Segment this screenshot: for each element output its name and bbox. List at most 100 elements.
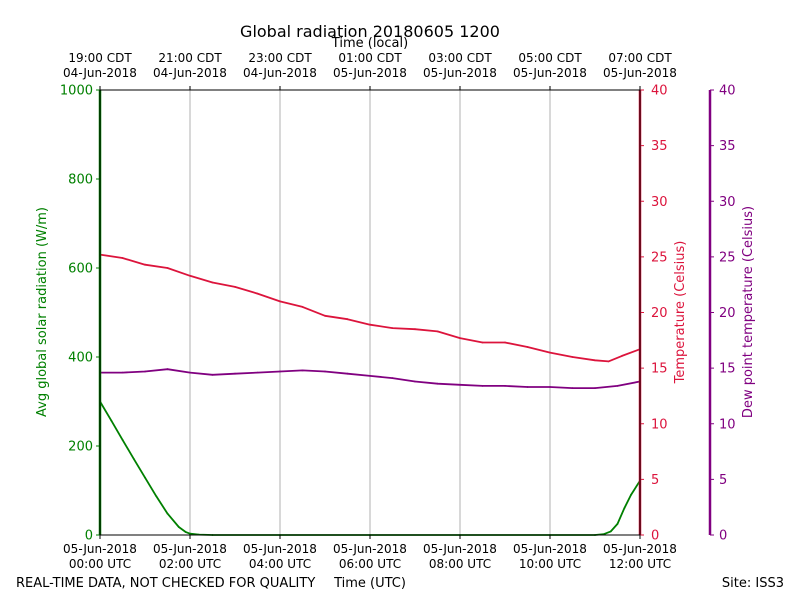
- series-layer: [99, 253, 641, 536]
- top-tick-label-time: 19:00 CDT: [68, 51, 132, 65]
- dewpoint-tick-label: 0: [719, 529, 727, 544]
- top-tick-label-time: 23:00 CDT: [248, 51, 312, 65]
- series-line-temperature: [99, 253, 641, 363]
- data-point-dewpoint: [549, 386, 551, 388]
- data-point-temperature: [414, 328, 416, 331]
- data-point-temperature: [121, 257, 124, 259]
- site-label: Site: ISS3: [722, 576, 784, 591]
- data-point-dewpoint: [459, 383, 461, 386]
- data-point-dewpoint: [256, 371, 259, 374]
- data-point-radiation: [623, 507, 626, 510]
- x-tick-label-time: 12:00 UTC: [609, 557, 671, 571]
- data-point-dewpoint: [346, 372, 349, 375]
- x-tick-label-time: 04:00 UTC: [249, 557, 311, 571]
- data-point-dewpoint: [436, 382, 439, 385]
- dewpoint-tick-label: 10: [719, 417, 736, 432]
- data-point-dewpoint: [189, 371, 191, 374]
- radiation-tick-label: 600: [68, 262, 93, 277]
- x-tick-label-date: 05-Jun-2018: [243, 542, 317, 556]
- data-point-temperature: [166, 267, 169, 269]
- top-tick-label-time: 03:00 CDT: [428, 51, 492, 65]
- data-point-temperature: [211, 281, 214, 284]
- data-point-temperature: [301, 306, 304, 308]
- data-point-dewpoint: [279, 370, 281, 373]
- radiation-tick-label: 0: [85, 529, 93, 544]
- data-point-dewpoint: [211, 373, 214, 376]
- data-point-temperature: [189, 274, 191, 277]
- top-tick-label-time: 21:00 CDT: [158, 51, 222, 65]
- data-point-temperature: [526, 346, 529, 348]
- data-point-dewpoint: [301, 369, 304, 372]
- radiation-tick-label: 200: [68, 440, 93, 455]
- radiation-tick-label: 1000: [60, 84, 93, 99]
- top-tick-label-date: 05-Jun-2018: [423, 66, 497, 80]
- data-point-dewpoint: [369, 375, 371, 377]
- data-point-temperature: [571, 356, 574, 358]
- data-point-temperature: [607, 360, 610, 363]
- x-tick-label-time: 02:00 UTC: [159, 557, 221, 571]
- data-point-temperature: [621, 355, 623, 357]
- x-tick-label-time: 08:00 UTC: [429, 557, 491, 571]
- x-tick-label-time: 06:00 UTC: [339, 557, 401, 571]
- x-axis-label: Time (UTC): [333, 576, 406, 591]
- data-point-dewpoint: [526, 386, 529, 388]
- data-point-dewpoint: [481, 385, 484, 387]
- dewpoint-tick-label: 20: [719, 306, 736, 321]
- data-point-radiation: [616, 523, 619, 525]
- temperature-tick-label: 10: [651, 417, 668, 432]
- data-point-temperature: [324, 314, 326, 317]
- x-tick-label-date: 05-Jun-2018: [153, 542, 227, 556]
- gridlines: [189, 90, 551, 535]
- data-point-dewpoint: [616, 385, 619, 387]
- data-point-dewpoint: [144, 370, 146, 373]
- top-tick-label-date: 05-Jun-2018: [333, 66, 407, 80]
- temperature-tick-label: 25: [651, 250, 668, 265]
- quality-notice: REAL-TIME DATA, NOT CHECKED FOR QUALITY: [16, 576, 315, 591]
- x-tick-label-date: 05-Jun-2018: [423, 542, 497, 556]
- top-tick-label-date: 04-Jun-2018: [153, 66, 227, 80]
- x-tick-label-date: 05-Jun-2018: [333, 542, 407, 556]
- data-point-radiation: [609, 530, 612, 533]
- dewpoint-tick-label: 30: [719, 195, 736, 210]
- plot-frame: [99, 89, 641, 536]
- data-point-temperature: [279, 300, 281, 303]
- data-point-dewpoint: [414, 380, 416, 383]
- x-tick-label-date: 05-Jun-2018: [63, 542, 137, 556]
- temperature-tick-label: 15: [651, 362, 668, 377]
- radiation-tick-label: 800: [68, 173, 93, 188]
- top-tick-label-time: 07:00 CDT: [608, 51, 672, 65]
- x-tick-label-date: 05-Jun-2018: [603, 542, 677, 556]
- data-point-dewpoint: [504, 385, 506, 387]
- top-tick-label-date: 05-Jun-2018: [513, 66, 587, 80]
- data-point-temperature: [481, 341, 484, 344]
- x-tick-label-time: 00:00 UTC: [69, 557, 131, 571]
- temperature-tick-label: 30: [651, 195, 668, 210]
- x-tick-label-time: 10:00 UTC: [519, 557, 581, 571]
- temperature-tick-label: 40: [651, 84, 668, 99]
- data-point-temperature: [391, 327, 394, 329]
- x-tick-label-date: 05-Jun-2018: [513, 542, 587, 556]
- data-point-temperature: [436, 330, 439, 333]
- data-point-radiation: [184, 531, 187, 533]
- temperature-tick-label: 5: [651, 473, 659, 488]
- dewpoint-tick-label: 25: [719, 250, 736, 265]
- data-point-radiation: [121, 438, 124, 441]
- top-tick-label-date: 04-Jun-2018: [63, 66, 137, 80]
- radiation-axis-label: Avg global solar radiation (W/m): [35, 207, 50, 417]
- data-point-radiation: [144, 476, 146, 479]
- data-point-temperature: [594, 359, 596, 362]
- temperature-tick-label: 0: [651, 529, 659, 544]
- dewpoint-tick-label: 15: [719, 362, 736, 377]
- temperature-tick-label: 20: [651, 306, 668, 321]
- dewpoint-axis-label: Dew point temperature (Celsius): [741, 206, 756, 418]
- top-tick-label-time: 05:00 CDT: [518, 51, 582, 65]
- top-tick-label-time: 01:00 CDT: [338, 51, 402, 65]
- data-point-temperature: [256, 292, 259, 295]
- data-point-dewpoint: [166, 368, 169, 371]
- data-point-temperature: [459, 337, 461, 339]
- dewpoint-tick-label: 40: [719, 84, 736, 99]
- data-point-dewpoint: [391, 377, 394, 379]
- data-point-dewpoint: [594, 387, 596, 389]
- dewpoint-tick-label: 35: [719, 139, 736, 154]
- data-point-radiation: [155, 495, 158, 498]
